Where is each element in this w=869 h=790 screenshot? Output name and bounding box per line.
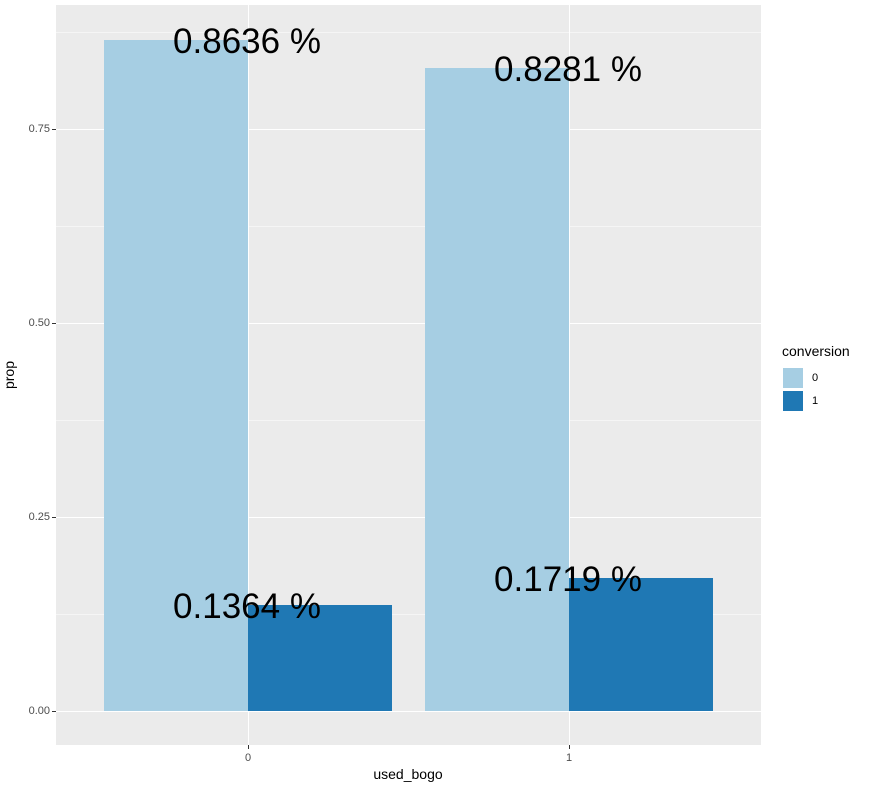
plot-panel: 0.8636 % 0.1364 % 0.8281 % 0.1719 % xyxy=(56,5,761,745)
legend-swatch xyxy=(782,389,804,412)
grid-minor xyxy=(56,420,761,421)
bar-used1-conv1 xyxy=(569,578,713,711)
x-tick-label: 1 xyxy=(565,752,573,764)
bar-label: 0.8281 % xyxy=(494,50,642,89)
y-tick-mark xyxy=(52,129,56,130)
grid-major xyxy=(56,711,761,712)
grid-major-v xyxy=(569,68,570,578)
legend-item: 1 xyxy=(782,389,850,412)
y-tick-label: 0.25 xyxy=(28,511,50,523)
bar-used1-conv0 xyxy=(425,68,569,711)
legend: conversion 0 1 xyxy=(782,343,850,412)
legend-label: 1 xyxy=(812,394,819,407)
grid-major xyxy=(56,517,761,518)
legend-item: 0 xyxy=(782,366,850,389)
y-tick-label: 0.75 xyxy=(28,123,50,135)
y-axis-title: prop xyxy=(1,360,17,390)
y-tick-label: 0.50 xyxy=(28,317,50,329)
grid-major xyxy=(56,323,761,324)
x-axis-title: used_bogo xyxy=(373,766,443,782)
legend-title: conversion xyxy=(782,343,850,359)
bar-used0-conv0 xyxy=(104,40,248,711)
y-tick-mark xyxy=(52,323,56,324)
y-tick-label: 0.00 xyxy=(28,705,50,717)
y-tick-mark xyxy=(52,711,56,712)
grid-minor xyxy=(56,614,761,615)
grid-major xyxy=(56,129,761,130)
x-tick-label: 0 xyxy=(244,752,252,764)
grid-major-v xyxy=(248,40,249,605)
x-tick-mark xyxy=(569,745,570,749)
bar-used0-conv1 xyxy=(248,605,392,711)
grid-minor xyxy=(56,32,761,33)
bar-label: 0.1719 % xyxy=(494,560,642,599)
legend-label: 0 xyxy=(812,371,819,384)
y-tick-mark xyxy=(52,517,56,518)
legend-swatch xyxy=(782,366,804,389)
bar-label: 0.8636 % xyxy=(173,22,321,61)
grid-minor xyxy=(56,226,761,227)
bar-label: 0.1364 % xyxy=(173,587,321,626)
x-tick-mark xyxy=(248,745,249,749)
